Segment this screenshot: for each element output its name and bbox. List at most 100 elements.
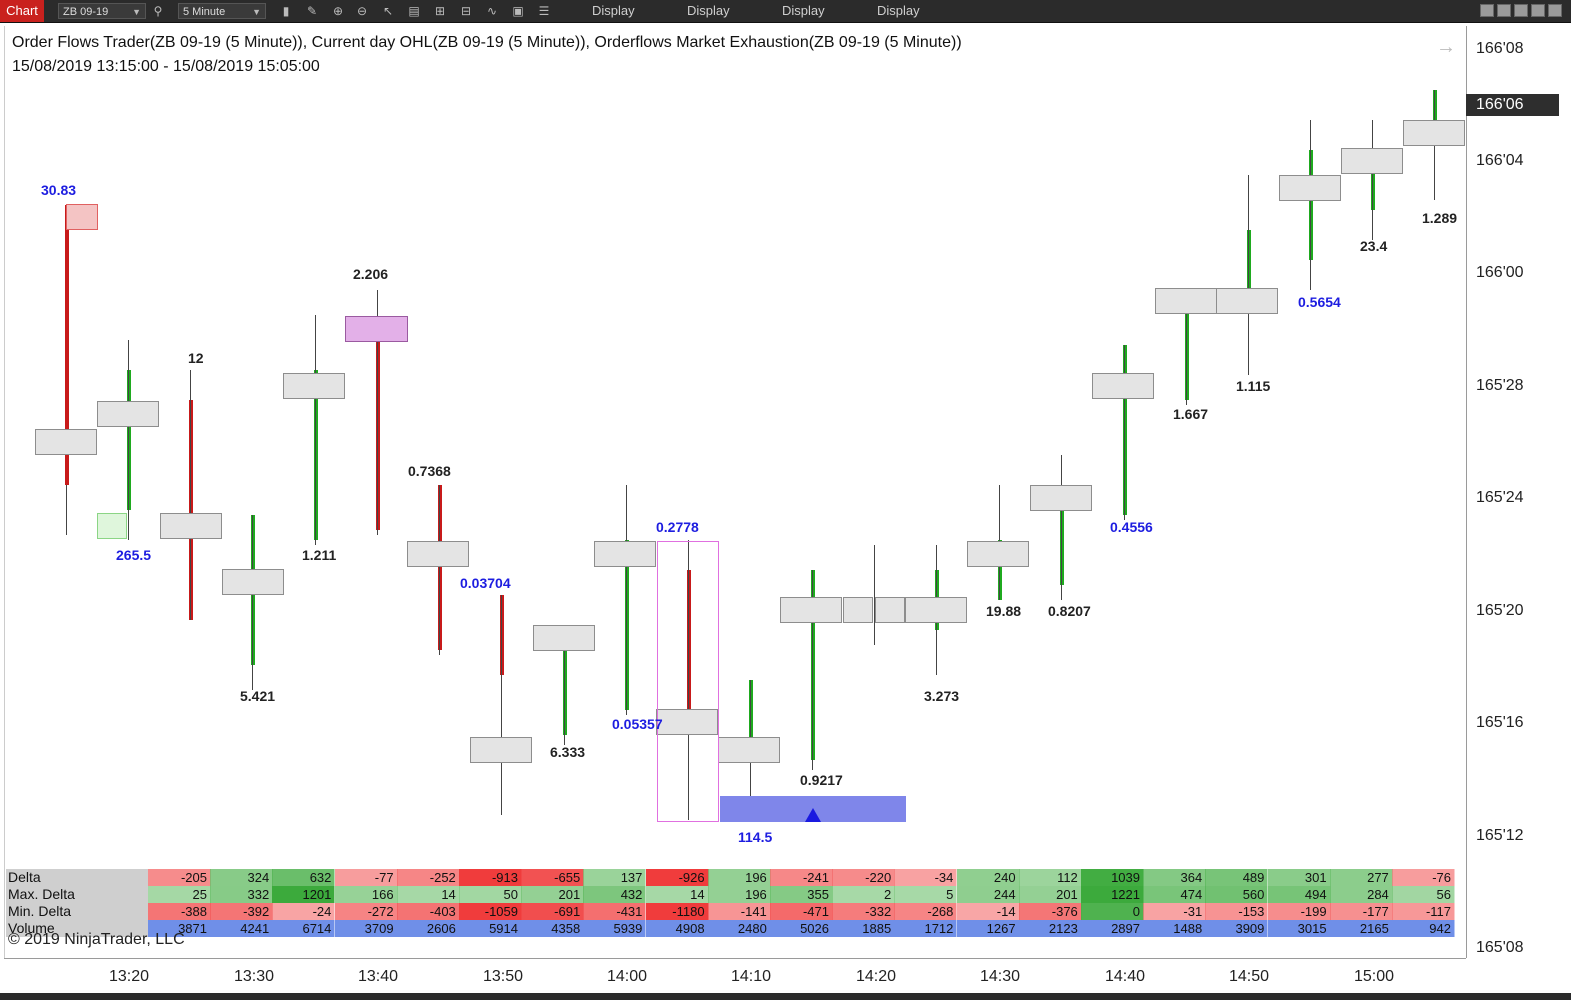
imbalance-cell [97, 401, 159, 427]
indicator-cell-volume: 1712 [894, 920, 958, 937]
indicator-cell-min-delta: -471 [770, 903, 833, 920]
indicator-cell-delta: 196 [707, 869, 771, 886]
up-candle-body [563, 630, 567, 735]
indicator-label-min-delta: Min. Delta [6, 903, 148, 920]
indicator-cell-delta: 137 [583, 869, 647, 886]
chevron-down-icon: ▼ [132, 7, 141, 17]
indicator-cell-max-delta: 14 [645, 886, 709, 903]
indicator-cell-min-delta: -403 [396, 903, 460, 920]
bar-type-icon[interactable]: ▮ [282, 4, 290, 18]
time-label: 14:50 [1228, 968, 1270, 985]
bar-stat: 1.115 [1236, 378, 1271, 394]
display-button-4[interactable]: Display [877, 3, 920, 18]
bar-stat: 0.2778 [656, 519, 699, 535]
price-label: 166'00 [1476, 264, 1524, 281]
imbalance-cell [97, 513, 127, 539]
indicator-cell-volume: 2897 [1081, 920, 1144, 937]
display-button-1[interactable]: Display [592, 3, 635, 18]
draw-tool-icon[interactable]: ✎ [306, 4, 318, 18]
indicator-cell-max-delta: 56 [1392, 886, 1455, 903]
price-label: 165'24 [1476, 489, 1524, 506]
display-button-3[interactable]: Display [782, 3, 825, 18]
up-candle-body [1247, 230, 1251, 310]
imbalance-cell [345, 316, 408, 342]
indicator-cell-max-delta: 14 [396, 886, 460, 903]
instrument-selector[interactable]: ZB 09-19 ▼ [58, 3, 146, 19]
templates-icon[interactable]: ⊞ [434, 4, 446, 18]
indicator-cell-delta: -77 [334, 869, 398, 886]
up-candle-body [1433, 90, 1437, 145]
tile-icon[interactable] [1480, 4, 1494, 17]
imbalance-cell [843, 597, 873, 623]
indicator-cell-volume: 4358 [521, 920, 585, 937]
zoom-in-icon[interactable]: ⊕ [332, 4, 344, 18]
imbalance-cell [1279, 175, 1341, 201]
indicator-cell-volume: 4908 [645, 920, 709, 937]
pointer-icon[interactable]: ↖ [382, 4, 394, 18]
restore-icon[interactable] [1497, 4, 1511, 17]
bar-stat: 0.03704 [460, 575, 511, 591]
indicator-label-delta: Delta [6, 869, 148, 886]
indicator-cell-delta: 240 [956, 869, 1020, 886]
time-label: 14:00 [606, 968, 648, 985]
bar-stat: 1.667 [1173, 406, 1209, 422]
candle-wick [377, 290, 378, 535]
chart-tab[interactable]: Chart [0, 0, 44, 22]
strategies-icon[interactable]: ⊟ [460, 4, 472, 18]
time-label: 13:50 [482, 968, 524, 985]
indicator-cell-delta: -76 [1392, 869, 1455, 886]
candle-wick [252, 515, 253, 690]
indicator-label-max-delta: Max. Delta [6, 886, 148, 903]
indicator-cell-max-delta: 244 [956, 886, 1020, 903]
indicator-cell-max-delta: 2 [832, 886, 896, 903]
chart-date-range: 15/08/2019 13:15:00 - 15/08/2019 15:05:0… [12, 58, 320, 75]
properties-icon[interactable]: ▤ [408, 4, 420, 18]
list-icon[interactable]: ☰ [538, 4, 550, 18]
price-axis[interactable] [1466, 26, 1571, 958]
up-candle-body [998, 540, 1002, 600]
imbalance-cell [470, 737, 532, 763]
time-axis[interactable] [4, 958, 1466, 997]
time-label: 13:40 [357, 968, 399, 985]
indicator-cell-max-delta: 332 [210, 886, 274, 903]
indicators-icon[interactable]: ∿ [486, 4, 498, 18]
search-icon[interactable]: ⚲ [153, 4, 163, 18]
imbalance-cell [222, 569, 284, 595]
display-button-2[interactable]: Display [687, 3, 730, 18]
candle-wick [439, 485, 440, 655]
bar-stat: 0.7368 [408, 463, 451, 479]
time-label: 15:00 [1353, 968, 1395, 985]
candle-wick [501, 595, 502, 815]
indicator-cell-max-delta: 355 [770, 886, 833, 903]
highlighted-bar-frame [657, 541, 719, 822]
indicator-cell-min-delta: -1180 [645, 903, 709, 920]
bar-stat: 114.5 [738, 829, 773, 845]
indicator-cell-delta: 112 [1018, 869, 1082, 886]
data-box-icon[interactable]: ▣ [512, 4, 524, 18]
price-label: 165'28 [1476, 377, 1524, 394]
imbalance-cell [905, 597, 967, 623]
close-icon[interactable] [1548, 4, 1562, 17]
arrow-right-icon[interactable]: → [1436, 36, 1456, 58]
indicator-cell-delta: -926 [645, 869, 709, 886]
indicator-cell-max-delta: 5 [894, 886, 958, 903]
indicator-cell-volume: 942 [1392, 920, 1455, 937]
candle-wick [564, 630, 565, 745]
maximize-icon[interactable] [1531, 4, 1545, 17]
interval-label: 5 Minute [183, 6, 226, 18]
interval-selector[interactable]: 5 Minute ▼ [178, 3, 266, 19]
bar-stat: 5.421 [240, 688, 276, 704]
down-candle-body [376, 320, 380, 530]
up-candle-body [1371, 150, 1375, 210]
bar-stat: 3.273 [924, 688, 960, 704]
indicator-cell-volume: 2165 [1329, 920, 1393, 937]
time-label: 14:30 [979, 968, 1021, 985]
indicator-cell-max-delta: 201 [521, 886, 585, 903]
candle-wick [66, 485, 67, 535]
price-label: 165'08 [1476, 939, 1524, 956]
zoom-out-icon[interactable]: ⊖ [356, 4, 368, 18]
bar-stat: 1.289 [1422, 210, 1458, 226]
down-candle-body [189, 400, 193, 620]
minimize-icon[interactable] [1514, 4, 1528, 17]
indicator-cell-delta: -220 [832, 869, 896, 886]
